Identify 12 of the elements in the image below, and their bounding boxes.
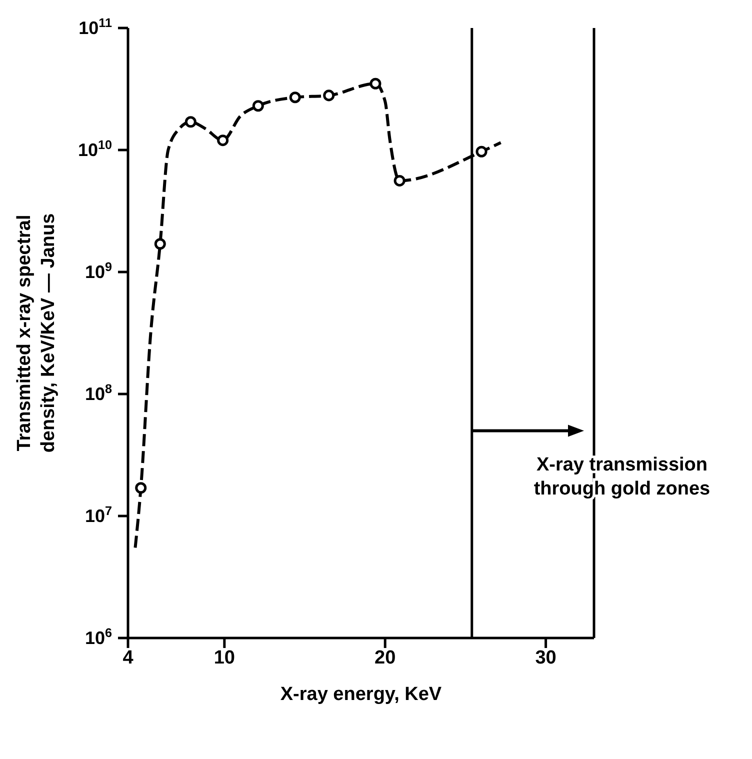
x-tick-label: 20 [374, 647, 396, 668]
y-tick-label: 10$^{10}$ [78, 138, 112, 160]
y-tick-label: 10$^{6}$ [84, 626, 112, 648]
x-tick-label: 10 [214, 647, 235, 668]
y-tick-label: 10$^{9}$ [84, 260, 112, 282]
y-tick-label: 10$^{7}$ [84, 504, 112, 526]
x-axis-title: X-ray energy, KeV [280, 684, 442, 705]
y-axis-title: Transmitted x-ray spectral density, KeV/KeV — Janus [14, 213, 59, 453]
x-tick-label: 4 [122, 647, 134, 668]
y-tick-label: 10$^{11}$ [78, 16, 112, 38]
y-tick-label: 10$^{8}$ [84, 382, 112, 404]
x-tick-label: 30 [535, 647, 556, 668]
